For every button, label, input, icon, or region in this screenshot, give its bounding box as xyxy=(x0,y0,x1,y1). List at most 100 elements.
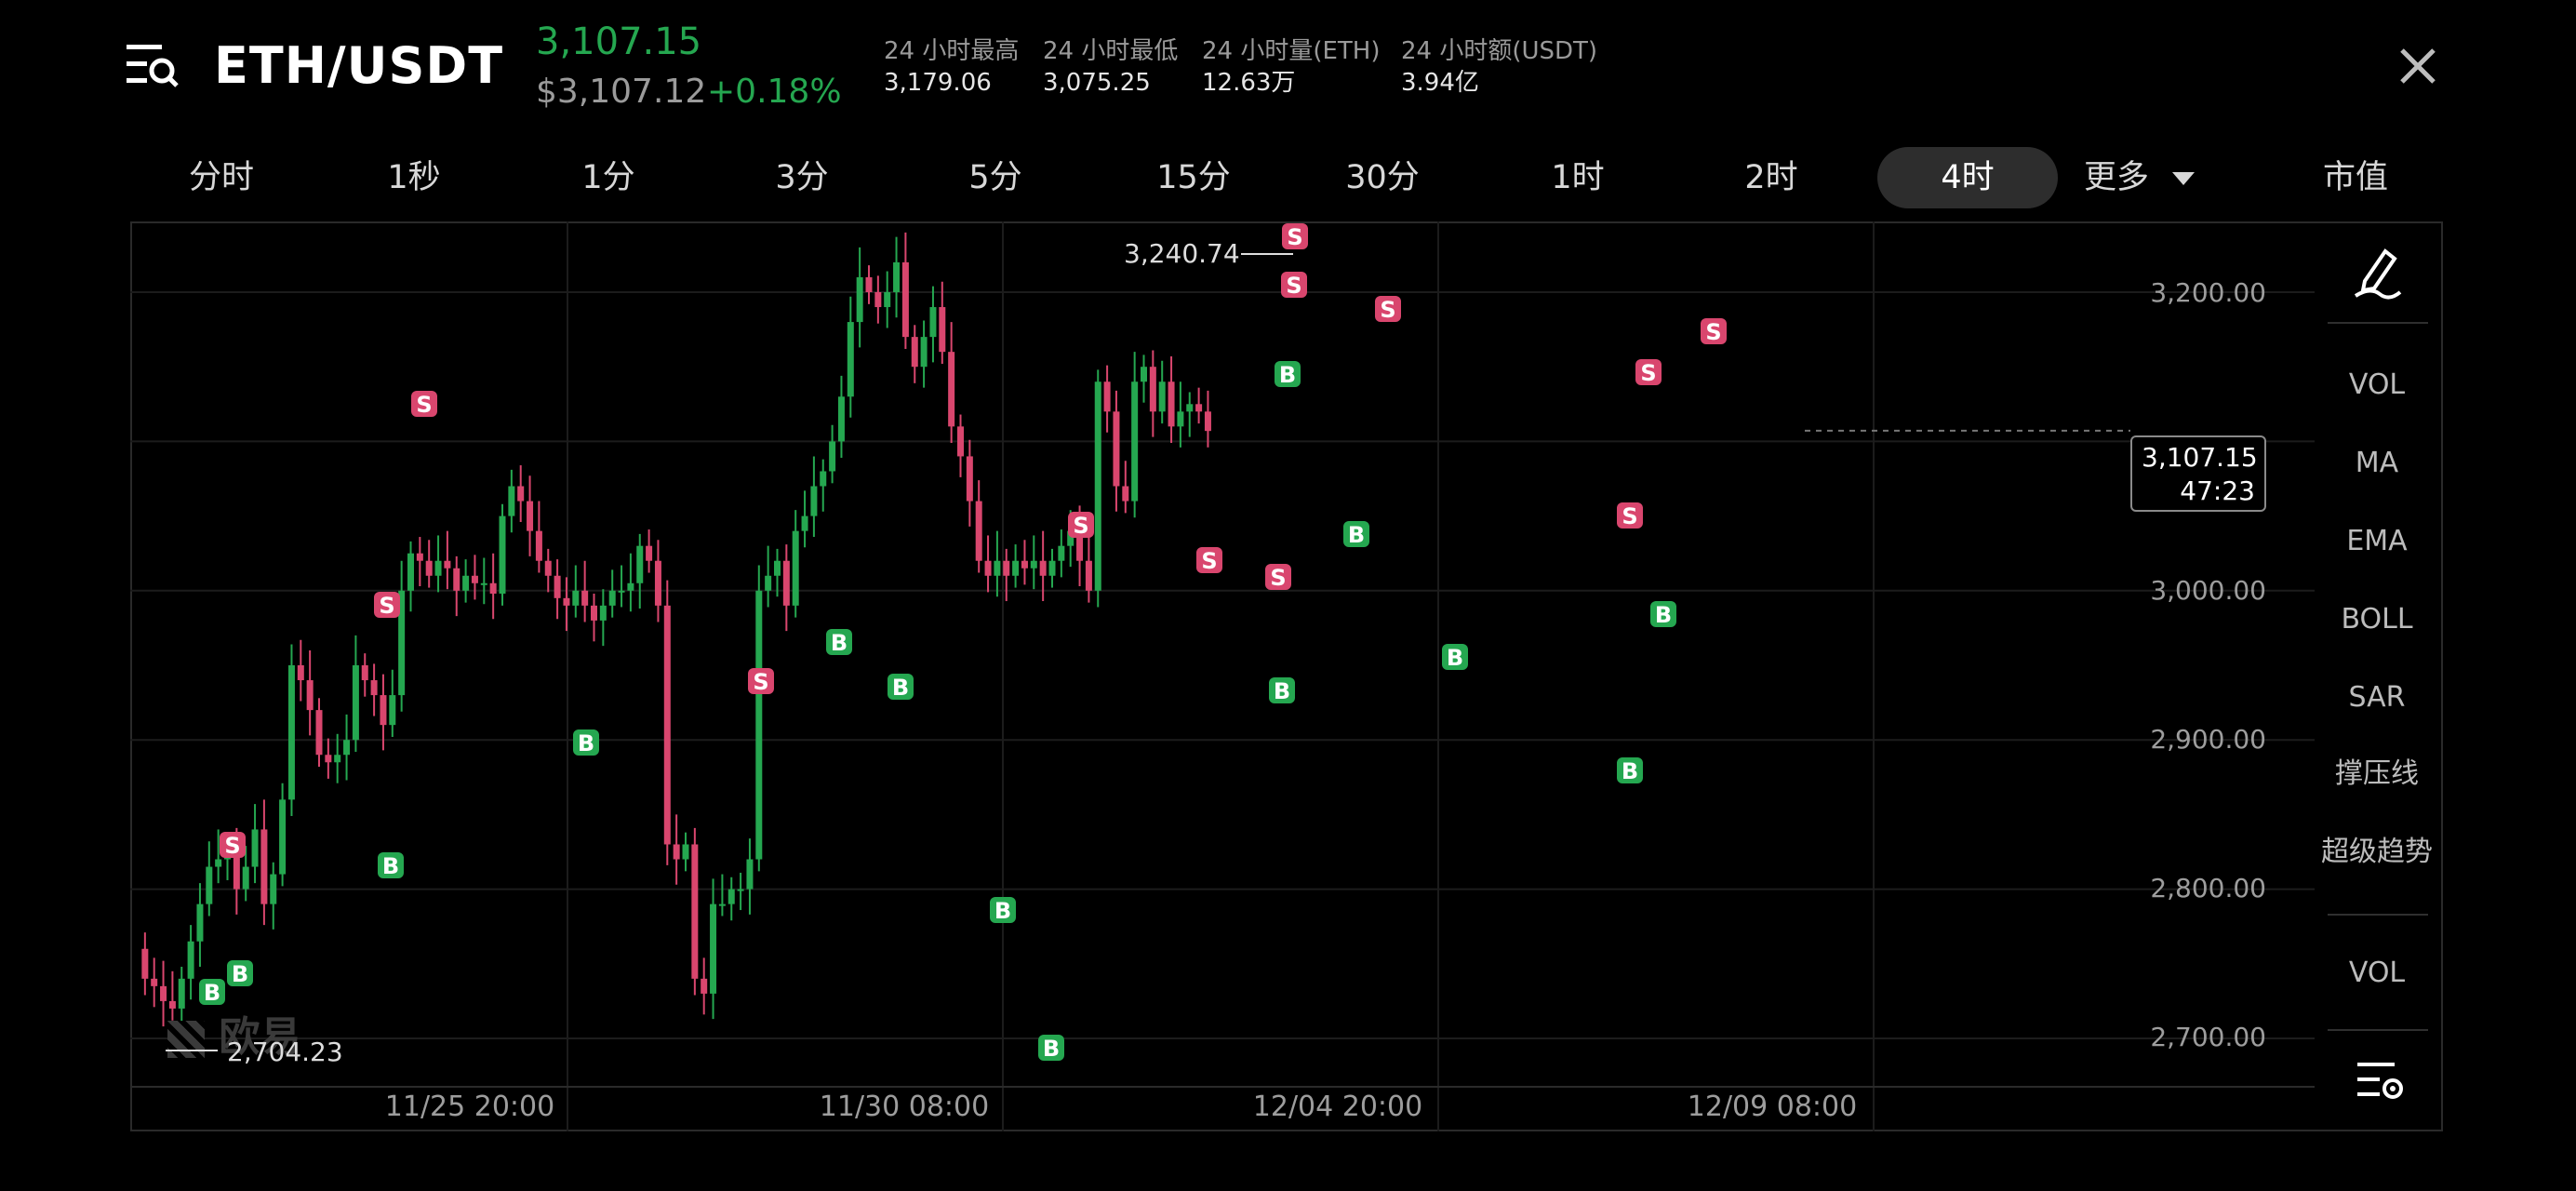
candle xyxy=(1204,390,1211,448)
svg-text:B: B xyxy=(232,961,248,987)
indicator-ema[interactable]: EMA xyxy=(2346,525,2408,557)
tab-timeframe-1s[interactable]: 1秒 xyxy=(387,159,441,196)
current-price: 3,107.15 xyxy=(2142,442,2258,473)
candle xyxy=(325,738,332,779)
candle xyxy=(1085,530,1092,603)
tab-timeframe-2h[interactable]: 2时 xyxy=(1744,159,1798,196)
candle xyxy=(554,559,561,620)
sell-marker: S xyxy=(1375,296,1401,323)
close-icon[interactable] xyxy=(2395,43,2441,89)
okx-logo-icon xyxy=(167,1021,205,1058)
buy-marker: B xyxy=(1442,644,1468,671)
tab-timeframe-1h[interactable]: 1时 xyxy=(1551,159,1605,196)
toolbar-divider xyxy=(2328,322,2428,324)
buy-marker: B xyxy=(1275,361,1301,388)
buy-marker: B xyxy=(1617,757,1643,784)
candle xyxy=(874,275,882,324)
candle xyxy=(865,265,873,304)
tab-timeframe-3m[interactable]: 3分 xyxy=(775,159,829,196)
indicator-ma[interactable]: MA xyxy=(2355,447,2399,479)
candle xyxy=(416,537,423,586)
candle xyxy=(361,653,368,697)
tab-market-cap[interactable]: 市值 xyxy=(2322,159,2388,196)
tab-timeframe-1m[interactable]: 1分 xyxy=(581,159,635,196)
tab-timeframe-15m[interactable]: 15分 xyxy=(1156,159,1231,196)
buy-marker: B xyxy=(1650,601,1676,628)
candle xyxy=(646,529,653,573)
svg-text:B: B xyxy=(1043,1036,1060,1062)
svg-text:B: B xyxy=(1279,362,1296,388)
candle xyxy=(444,530,451,590)
stat-label: 24 小时最低 xyxy=(1043,37,1179,65)
candle xyxy=(1131,352,1139,518)
tab-timeframe-5m[interactable]: 5分 xyxy=(968,159,1022,196)
svg-text:S: S xyxy=(224,833,240,859)
toolbar-divider xyxy=(2328,1029,2428,1031)
current-price-tag: 3,107.15 47:23 xyxy=(2130,435,2266,512)
tab-timeframe-4h[interactable]: 4时 xyxy=(1877,147,2058,208)
tab-more[interactable]: 更多 xyxy=(2084,147,2214,208)
stat-label: 24 小时额(USDT) xyxy=(1401,37,1598,65)
tab-timeframe-line[interactable]: 分时 xyxy=(188,159,254,196)
x-tick-label: 12/09 08:00 xyxy=(1687,1091,1858,1123)
y-tick-label: 2,900.00 xyxy=(2150,724,2266,755)
svg-text:B: B xyxy=(1274,678,1290,704)
candle xyxy=(471,555,478,600)
candle xyxy=(774,548,781,597)
stat-turnover: 24 小时额(USDT) 3.94亿 xyxy=(1401,35,1597,99)
chevron-down-icon xyxy=(2172,172,2196,185)
candle xyxy=(701,957,708,1015)
stat-value: 3.94亿 xyxy=(1401,69,1479,97)
svg-text:S: S xyxy=(416,392,432,418)
indicator-settings-icon[interactable] xyxy=(2356,1059,2404,1105)
candle xyxy=(315,698,323,768)
pair-title[interactable]: ETH/USDT xyxy=(214,36,504,95)
stat-value: 3,179.06 xyxy=(884,69,992,97)
svg-text:B: B xyxy=(1622,758,1638,784)
candle xyxy=(718,874,726,917)
low-price-label: 2,704.23 xyxy=(227,1037,343,1067)
y-tick-label: 3,000.00 xyxy=(2150,575,2266,606)
candle xyxy=(196,883,204,968)
svg-text:S: S xyxy=(1201,548,1217,574)
menu-search-icon[interactable] xyxy=(127,43,179,89)
indicator-boll[interactable]: BOLL xyxy=(2341,603,2413,636)
sell-marker: S xyxy=(374,592,400,619)
draw-pen-icon[interactable] xyxy=(2352,244,2404,300)
candle xyxy=(343,714,351,781)
candle xyxy=(1048,548,1056,588)
indicator-support-resistance[interactable]: 撑压线 xyxy=(2335,757,2419,790)
stat-label: 24 小时最高 xyxy=(884,37,1020,65)
candle xyxy=(352,635,359,753)
candle xyxy=(727,877,735,921)
indicator-sar[interactable]: SAR xyxy=(2348,681,2406,714)
candle xyxy=(710,878,717,1020)
indicator-vol[interactable]: VOL xyxy=(2348,368,2406,401)
sell-marker: S xyxy=(1635,359,1662,386)
candle xyxy=(1113,390,1120,512)
sell-marker: S xyxy=(1281,272,1307,299)
svg-text:S: S xyxy=(1705,319,1721,345)
candle xyxy=(544,548,552,593)
stat-label: 24 小时量(ETH) xyxy=(1202,37,1381,65)
candle xyxy=(1039,530,1047,602)
toolbar-divider xyxy=(2328,914,2428,916)
candle xyxy=(1195,387,1203,424)
candle xyxy=(151,957,158,1008)
indicator-supertrend[interactable]: 超级趋势 xyxy=(2321,836,2433,868)
stat-low: 24 小时最低 3,075.25 xyxy=(1043,35,1178,99)
svg-text:S: S xyxy=(1287,224,1302,250)
tab-timeframe-30m[interactable]: 30分 xyxy=(1345,159,1420,196)
candle xyxy=(178,967,185,1025)
candle xyxy=(462,559,470,603)
sub-indicator-vol[interactable]: VOL xyxy=(2348,957,2406,989)
candle xyxy=(168,970,176,1021)
candle xyxy=(398,560,406,712)
buy-marker: B xyxy=(378,852,404,879)
candle-countdown: 47:23 xyxy=(2180,475,2255,506)
sell-marker: S xyxy=(748,668,774,695)
sell-marker: S xyxy=(1265,564,1291,591)
svg-text:S: S xyxy=(379,593,394,619)
svg-text:B: B xyxy=(204,980,220,1006)
